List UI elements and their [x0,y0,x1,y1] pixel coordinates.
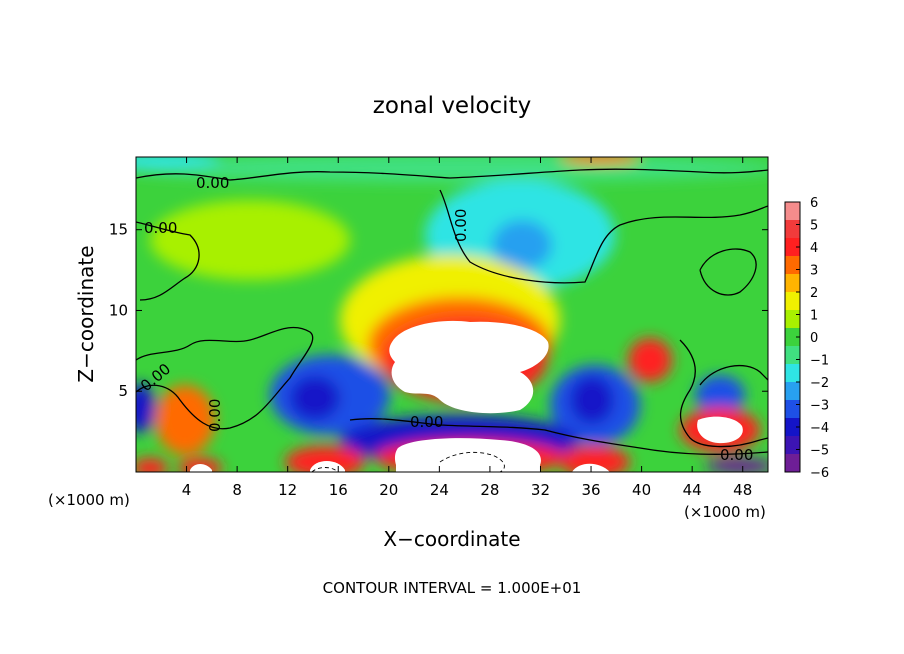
colorbar-swatch [785,274,800,293]
x-tick-label: 20 [379,481,398,499]
field-far-right-blue [695,375,745,415]
x-tick-label: 48 [733,481,752,499]
contour-zero-top [136,168,768,181]
contour-zero-left [136,221,200,301]
colorbar-tick-label: −1 [810,354,829,369]
x-tick-label: 40 [632,481,651,499]
field-left-edge-blue [136,383,155,433]
contour-dashed-bottom-left [311,467,339,472]
colorbar-tick-label: −5 [810,444,829,459]
contour-zero-right-edge [679,339,768,448]
field-bottom-red-d [560,446,630,472]
colorbar-tick-label: 1 [810,309,818,324]
contour-label-left-middle: 0.00 [206,399,224,432]
colorbar-swatch [785,364,800,383]
x-tick-label: 24 [430,481,449,499]
colorbar-swatch [785,256,800,275]
colorbar-swatch [785,202,800,221]
x-tick-label: 4 [182,481,192,499]
x-unit-label-left: (×1000 m) [48,491,130,509]
field-left-orange [155,385,215,455]
contour-label-right: 0.00 [720,446,753,464]
y-tick-label: 5 [118,382,128,400]
contour-zero-lower [349,418,768,455]
colorbar-tick-label: 0 [810,331,818,346]
field-bottom-left-red-a [136,458,168,472]
y-axis-ticks: 5 10 15 [109,221,768,400]
colorbar-swatch [785,346,800,365]
x-tick-label: 36 [581,481,600,499]
colorbar-swatch [785,436,800,455]
x-axis-label: X−coordinate [383,527,520,551]
y-tick-label: 15 [109,221,128,239]
colorbar: 6 5 4 3 2 1 0 −1 −2 −3 −4 −5 −6 [784,196,829,481]
contour-zero-right-loop [699,248,757,296]
field-upper-blue-b [492,220,552,270]
colorbar-swatch [785,328,800,347]
x-axis-ticks: 4 8 12 16 20 24 28 32 36 40 44 48 [182,157,752,499]
y-tick-label: 10 [109,301,128,319]
colorbar-swatch [785,310,800,329]
field-orange-right [628,338,672,382]
x-tick-label: 28 [480,481,499,499]
saturated-bottom [394,438,541,472]
field-blue-left-b [290,376,340,420]
saturated-regions [190,320,743,472]
field-top-left-cyan [136,157,220,168]
contour-negative [311,451,505,472]
colorbar-tick-label: 3 [810,264,818,279]
colorbar-swatch [785,238,800,257]
contour-interval-note: CONTOUR INTERVAL = 1.000E+01 [323,579,582,597]
x-tick-label: 16 [329,481,348,499]
x-tick-label: 44 [683,481,702,499]
colorbar-tick-label: 2 [810,286,818,301]
colorbar-swatch [785,382,800,401]
saturated-bottom-left-a [190,464,212,472]
contour-label-center: 0.00 [410,413,443,431]
x-unit-label-right: (×1000 m) [684,503,766,521]
saturated-right [697,416,743,444]
colorbar-tick-label: −2 [810,376,829,391]
chart-title: zonal velocity [373,93,531,119]
x-tick-label: 32 [531,481,550,499]
contour-lines [136,168,768,455]
field-top-orange [560,157,640,164]
x-tick-label: 12 [278,481,297,499]
colorbar-tick-label: 4 [810,241,818,256]
colorbar-tick-label: 5 [810,219,818,234]
contour-zero-far-right [699,364,768,386]
plot-area: 0.00 0.00 0.00 0.00 0.00 0.00 0.00 [136,157,768,472]
colorbar-swatch [785,400,800,419]
colorbar-swatch [785,220,800,239]
colorbar-tick-label: −3 [810,399,829,414]
colorbar-tick-label: 6 [810,196,818,211]
colorbar-swatch [785,454,800,473]
contour-label-left-upper: 0.00 [144,219,177,237]
saturated-bottom-left-b [310,461,345,472]
plot-frame [135,156,769,473]
contour-label-upper: 0.00 [452,209,470,242]
colorbar-swatch [785,292,800,311]
field-bottom-red-c [285,446,365,472]
x-tick-label: 8 [232,481,242,499]
y-axis-label: Z−coordinate [74,245,98,382]
field-upper-left-green [150,200,350,280]
contour-zero-upper [439,189,768,284]
colorbar-swatch [785,418,800,437]
saturated-center [389,320,549,414]
contour-label-top: 0.00 [196,174,229,192]
colorbar-tick-label: −6 [810,466,829,481]
contour-dashed-bottom [439,451,505,472]
colorbar-tick-label: −4 [810,421,829,436]
contour-zero-middle [136,326,314,430]
field-bottom-right-purple [705,458,768,472]
field-blue-right-b [570,376,614,424]
